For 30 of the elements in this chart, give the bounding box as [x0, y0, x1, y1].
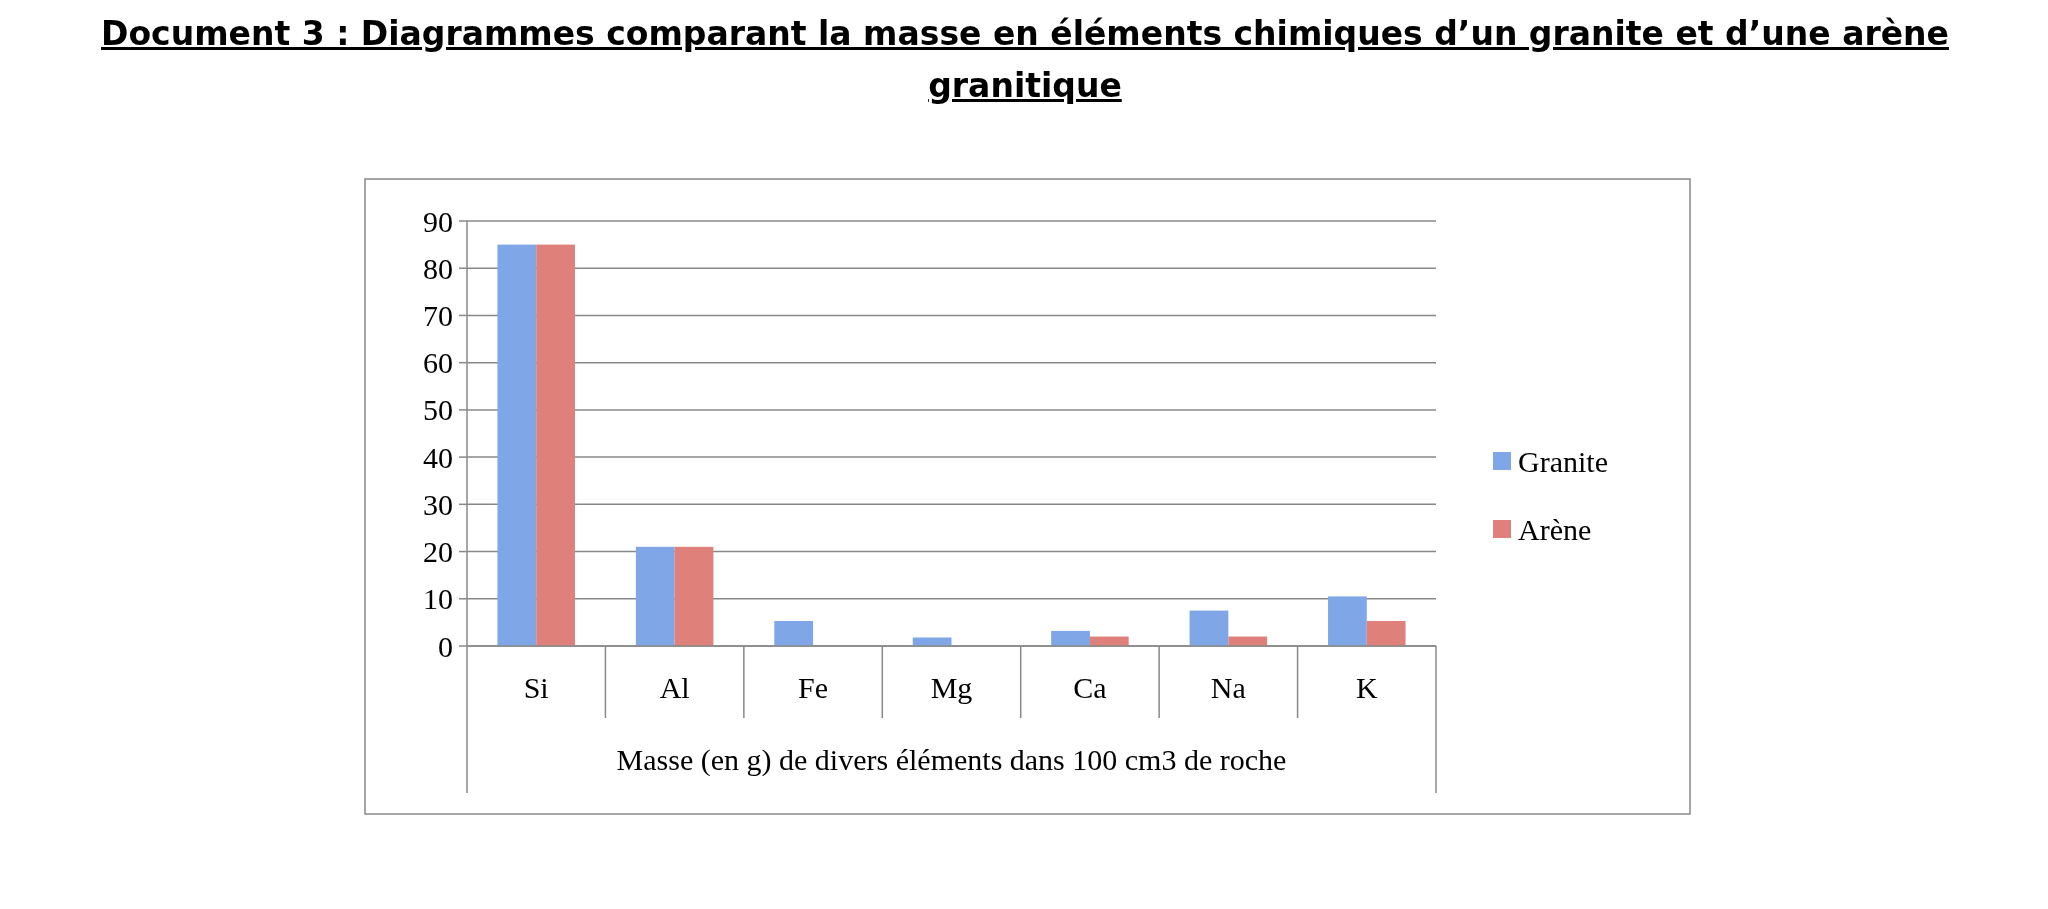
y-tick-label: 20	[423, 535, 453, 569]
x-axis-title: Masse (en g) de divers éléments dans 100 cm3 de roche	[616, 743, 1287, 777]
bar	[1189, 610, 1229, 646]
x-tick-label: K	[1355, 671, 1378, 704]
bar	[497, 244, 537, 646]
bar	[635, 546, 675, 646]
legend-label: Granite	[1518, 444, 1608, 478]
x-tick-label: Al	[659, 671, 690, 704]
y-tick-label: 30	[423, 487, 453, 521]
bar	[1328, 596, 1367, 646]
y-tick-label: 70	[423, 298, 453, 332]
y-tick-label: 0	[438, 629, 453, 663]
y-tick-label: 60	[423, 346, 453, 380]
bar	[536, 244, 575, 646]
legend-label: Arène	[1518, 512, 1592, 546]
x-tick-label: Fe	[798, 671, 829, 704]
x-tick-label: Mg	[930, 671, 973, 704]
bar	[1366, 620, 1406, 646]
x-tick-label: Ca	[1073, 671, 1107, 704]
y-tick-label: 90	[423, 204, 453, 238]
x-tick-label: Si	[523, 671, 549, 704]
chart-title: Document 3 : Diagrammes comparant la masse en éléments chimiques d’un granite et d’une arène granitique	[100, 13, 1950, 107]
y-tick-label: 50	[423, 393, 453, 427]
y-tick-label: 10	[423, 582, 453, 616]
y-tick-label: 40	[423, 440, 453, 474]
bar	[1051, 630, 1090, 646]
x-tick-label: Na	[1210, 671, 1246, 704]
bar	[774, 620, 814, 646]
y-tick-label: 80	[423, 251, 453, 285]
bar	[674, 546, 714, 646]
